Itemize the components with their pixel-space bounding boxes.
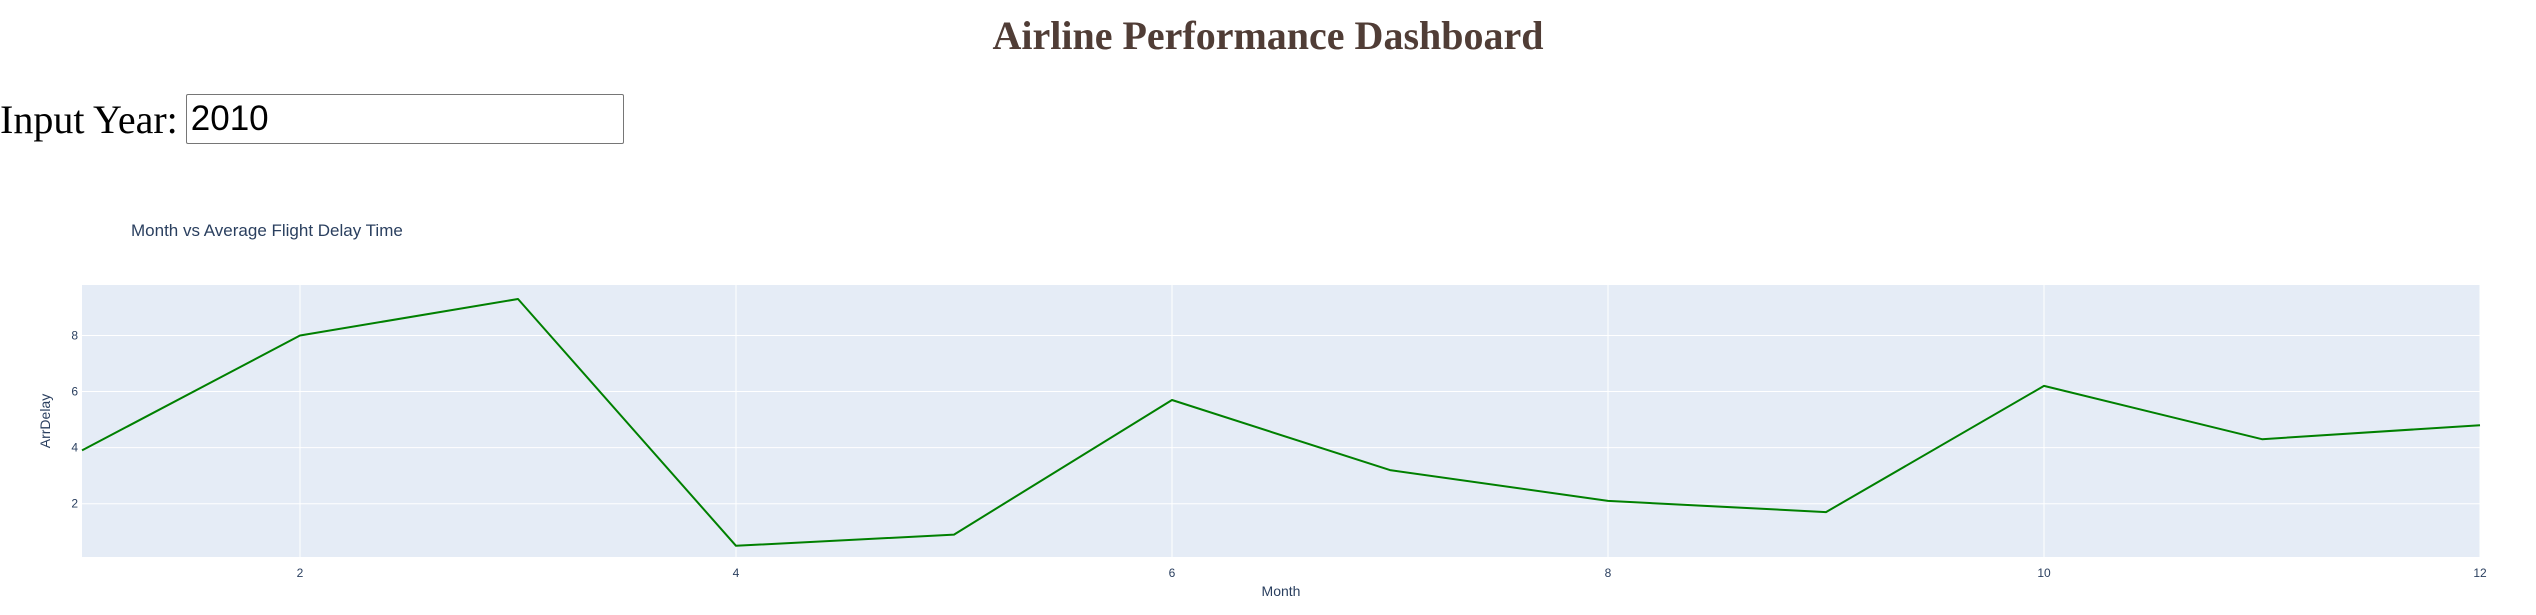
x-tick-label: 12 xyxy=(2473,566,2487,580)
x-gridlines xyxy=(299,285,2481,557)
series-line xyxy=(81,298,2481,547)
x-tick-label: 6 xyxy=(1169,566,1176,580)
year-input[interactable] xyxy=(185,94,624,144)
x-tick-label: 2 xyxy=(297,566,304,580)
year-input-row: Input Year: xyxy=(0,90,624,148)
year-input-label: Input Year: xyxy=(0,96,178,142)
chart-svg: Month vs Average Flight Delay Time 2 4 6 8 1… xyxy=(37,221,2487,599)
y-tick-label: 6 xyxy=(71,385,78,399)
page-title: Airline Performance Dashboard xyxy=(992,13,1544,58)
plot-area xyxy=(82,285,2480,557)
y-tick-label: 4 xyxy=(71,441,78,455)
y-gridlines xyxy=(82,334,2480,505)
y-tick-label: 8 xyxy=(71,328,78,342)
x-tick-label: 10 xyxy=(2037,566,2051,580)
x-axis-title: Month xyxy=(1262,583,1301,599)
chart-title: Month vs Average Flight Delay Time xyxy=(131,221,403,240)
series-layer xyxy=(81,298,2481,547)
tick-labels: 2 4 6 8 10 12 2 4 6 8 xyxy=(71,328,2487,580)
y-axis-title: ArrDelay xyxy=(37,394,53,448)
delay-line-chart: Month vs Average Flight Delay Time 2 4 6 8 1… xyxy=(0,200,2536,615)
x-tick-label: 8 xyxy=(1605,566,1612,580)
x-tick-label: 4 xyxy=(733,566,740,580)
y-tick-label: 2 xyxy=(71,497,78,511)
